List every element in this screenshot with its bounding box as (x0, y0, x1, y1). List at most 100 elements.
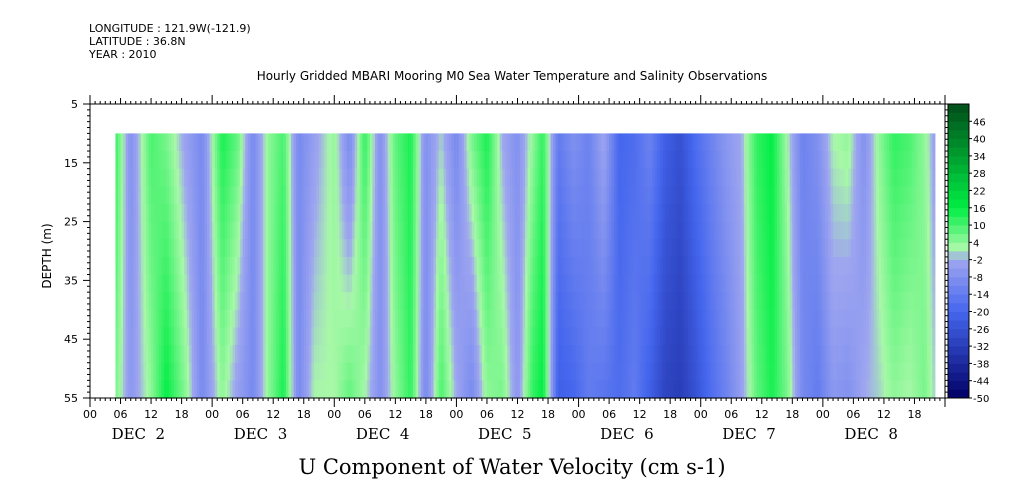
heatmap-cell (359, 380, 363, 399)
heatmap-cell (257, 239, 262, 258)
heatmap-cell (209, 203, 213, 223)
heatmap-cell (140, 292, 145, 311)
heatmap-cell (570, 362, 575, 381)
heatmap-cell (738, 292, 743, 311)
heatmap-cell (700, 256, 704, 276)
heatmap-cell (797, 274, 801, 293)
heatmap-cell (408, 380, 412, 399)
heatmap-cell (891, 362, 895, 381)
heatmap-cell (848, 221, 852, 240)
heatmap-cell (649, 133, 653, 152)
heatmap-cell (883, 292, 888, 311)
heatmap-cell (344, 186, 348, 205)
heatmap-cell (764, 362, 768, 381)
heatmap-cell (397, 186, 402, 205)
heatmap-cell (214, 203, 218, 223)
heatmap-cell (436, 292, 440, 311)
heatmap-cell (652, 362, 656, 381)
heatmap-cell (425, 292, 430, 311)
heatmap-cell (568, 345, 572, 364)
heatmap-cell (235, 186, 239, 205)
heatmap-cell (642, 221, 646, 240)
heatmap-cell (151, 327, 155, 346)
heatmap-cell (189, 274, 193, 293)
heatmap-cell (896, 151, 900, 170)
heatmap-cell (209, 292, 213, 311)
heatmap-cell (576, 221, 580, 240)
heatmap-cell (301, 292, 305, 311)
heatmap-cell (909, 203, 913, 223)
heatmap-cell (453, 274, 458, 293)
heatmap-cell (369, 345, 374, 364)
heatmap-cell (352, 151, 356, 170)
heatmap-cell (372, 151, 376, 170)
heatmap-cell (415, 380, 419, 399)
heatmap-cell (408, 274, 412, 293)
heatmap-cell (611, 168, 615, 187)
heatmap-cell (296, 345, 300, 364)
heatmap-cell (156, 309, 160, 329)
heatmap-cell (222, 256, 226, 276)
heatmap-cell (855, 256, 860, 276)
heatmap-cell (285, 239, 290, 258)
heatmap-cell (324, 274, 328, 293)
heatmap-cell (792, 221, 796, 240)
heatmap-cell (140, 203, 145, 223)
heatmap-cell (853, 221, 857, 240)
heatmap-cell (751, 274, 755, 293)
heatmap-cell (443, 239, 447, 258)
heatmap-cell (293, 221, 297, 240)
heatmap-cell (654, 133, 659, 152)
heatmap-cell (476, 151, 480, 170)
heatmap-cell (581, 362, 585, 381)
heatmap-cell (545, 133, 549, 152)
heatmap-cell (166, 151, 170, 170)
heatmap-cell (242, 256, 246, 276)
heatmap-cell (911, 380, 916, 399)
heatmap-cell (583, 292, 587, 311)
heatmap-cell (848, 309, 852, 329)
heatmap-cell (866, 239, 870, 258)
heatmap-cell (540, 203, 544, 223)
heatmap-cell (690, 274, 694, 293)
heatmap-cell (410, 327, 414, 346)
heatmap-cell (797, 186, 801, 205)
heatmap-cell (135, 309, 139, 329)
heatmap-cell (288, 168, 292, 187)
heatmap-cell (756, 239, 760, 258)
heatmap-cell (128, 203, 132, 223)
heatmap-cell (815, 239, 819, 258)
heatmap-cell (247, 362, 251, 381)
heatmap-cell (140, 380, 145, 399)
heatmap-cell (611, 133, 615, 152)
heatmap-cell (446, 168, 450, 187)
heatmap-cell (446, 133, 450, 152)
heatmap-cell (390, 327, 394, 346)
heatmap-cell (606, 309, 610, 329)
heatmap-cell (708, 203, 712, 223)
heatmap-cell (601, 239, 605, 258)
heatmap-cell (792, 345, 796, 364)
heatmap-cell (242, 345, 246, 364)
heatmap-cell (420, 292, 424, 311)
heatmap-cell (868, 274, 872, 293)
heatmap-cell (273, 327, 277, 346)
heatmap-cell (402, 380, 407, 399)
heatmap-cell (899, 151, 903, 170)
heatmap-cell (835, 380, 839, 399)
heatmap-cell (873, 327, 877, 346)
heatmap-cell (247, 345, 251, 364)
heatmap-cell (250, 151, 254, 170)
heatmap-cell (321, 203, 325, 223)
heatmap-cell (184, 292, 188, 311)
heatmap-cell (703, 327, 707, 346)
heatmap-cell (354, 151, 358, 170)
heatmap-cell (458, 380, 463, 399)
heatmap-cell (662, 274, 666, 293)
heatmap-cell (820, 380, 824, 399)
heatmap-cell (341, 203, 346, 223)
heatmap-cell (749, 239, 753, 258)
heatmap-cell (705, 345, 709, 364)
heatmap-cell (362, 362, 366, 381)
heatmap-cell (260, 133, 264, 152)
